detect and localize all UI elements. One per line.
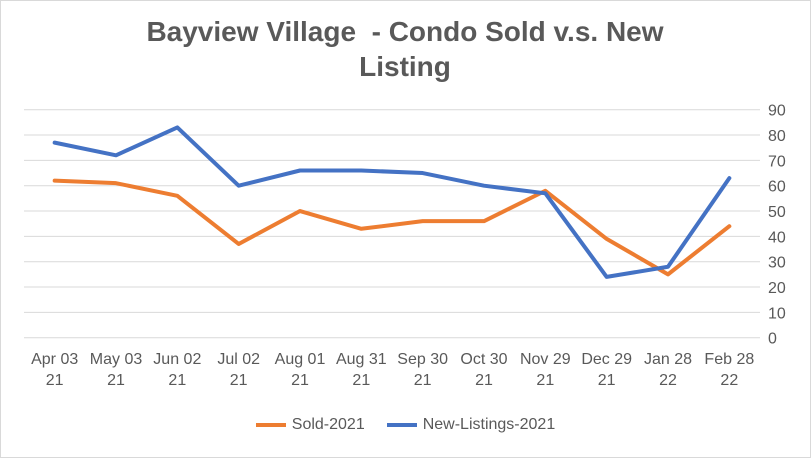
y-tick-label: 10	[768, 305, 786, 322]
x-tick-label: Jan 28	[644, 351, 692, 368]
x-tick-label: Oct 30	[460, 351, 507, 368]
x-tick-label: 21	[168, 372, 186, 389]
x-tick-label: Aug 31	[336, 351, 387, 368]
y-tick-label: 70	[768, 153, 786, 170]
x-tick-label: Dec 29	[581, 351, 632, 368]
y-tick-label: 40	[768, 229, 786, 246]
legend-swatch	[386, 423, 417, 427]
x-tick-label: Jul 02	[217, 351, 260, 368]
x-tick-label: 22	[720, 372, 738, 389]
legend-label: New-Listings-2021	[422, 416, 556, 433]
x-tick-label: 21	[475, 372, 493, 389]
y-tick-label: 80	[768, 128, 786, 145]
legend-label: Sold-2021	[291, 416, 365, 433]
x-tick-label: May 03	[90, 351, 143, 368]
chart-title: Bayview Village - Condo Sold v.s. New Li…	[146, 16, 672, 82]
x-tick-label: 21	[598, 372, 616, 389]
x-tick-label: Aug 01	[275, 351, 326, 368]
y-tick-label: 50	[768, 204, 786, 221]
legend-item: New-Listings-2021	[386, 416, 556, 434]
x-tick-label: Apr 03	[31, 351, 78, 368]
x-tick-label: 21	[107, 372, 125, 389]
x-tick-label: Sep 30	[397, 351, 448, 368]
x-tick-label: 21	[46, 372, 64, 389]
y-tick-label: 30	[768, 255, 786, 272]
y-tick-label: 90	[768, 103, 786, 120]
series-line-sold-2021	[52, 178, 732, 277]
y-tick-label: 20	[768, 280, 786, 297]
x-tick-label: 21	[414, 372, 432, 389]
legend-item: Sold-2021	[255, 416, 365, 434]
y-tick-label: 60	[768, 179, 786, 196]
x-tick-label: Jun 02	[153, 351, 201, 368]
legend: Sold-2021 New-Listings-2021	[0, 416, 811, 434]
x-tick-label: 21	[230, 372, 248, 389]
x-tick-label: 21	[536, 372, 554, 389]
x-tick-label: Feb 28	[704, 351, 754, 368]
x-tick-label: Nov 29	[520, 351, 571, 368]
x-tick-label: 21	[352, 372, 370, 389]
legend-swatch	[255, 423, 286, 427]
x-tick-label: 21	[291, 372, 309, 389]
x-tick-label: 22	[659, 372, 677, 389]
y-tick-label: 0	[768, 331, 777, 348]
series-line-new-listings-2021	[52, 125, 732, 279]
